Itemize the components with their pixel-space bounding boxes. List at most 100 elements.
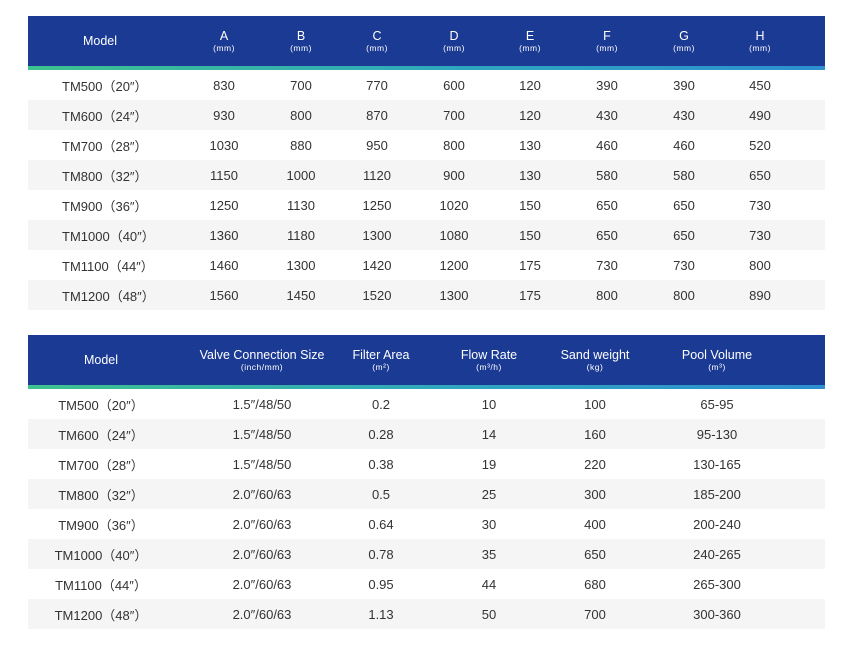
- value-cell: 1180: [287, 227, 315, 243]
- value-cell: 44: [481, 576, 497, 592]
- column-header-unit: (mm): [596, 42, 618, 53]
- column-header-label: A: [219, 28, 229, 43]
- value-cell: 1200: [439, 257, 469, 273]
- value-cell: 930: [213, 107, 235, 123]
- model-cell: TM1100（44″）: [55, 577, 147, 593]
- value-cell: 950: [366, 137, 388, 153]
- table-row: TM700（28″） 1.5″/48/50 0.38 19 220 130-165: [28, 449, 825, 479]
- column-header-unit: (kg): [586, 361, 604, 372]
- value-cell: 1.13: [368, 606, 394, 622]
- value-cell: 880: [290, 137, 312, 153]
- column-header: E (mm): [492, 16, 568, 66]
- value-cell: 1250: [209, 197, 239, 213]
- value-cell: 0.2: [371, 396, 391, 412]
- column-header-label: Model: [82, 33, 118, 48]
- value-cell: 1000: [286, 167, 316, 183]
- model-cell: TM1200（48″）: [54, 607, 148, 623]
- column-header: Flow Rate (m³/h): [414, 335, 564, 385]
- value-cell: 730: [673, 257, 695, 273]
- value-cell: 800: [596, 287, 618, 303]
- value-cell: 0.28: [368, 426, 394, 442]
- value-cell: 650: [596, 227, 618, 243]
- model-cell: TM900（36″）: [58, 517, 144, 533]
- value-cell: 1.5″/48/50: [232, 396, 292, 412]
- column-header-label: Filter Area: [352, 347, 410, 362]
- model-cell: TM500（20″）: [62, 78, 148, 94]
- value-cell: 1030: [209, 137, 239, 153]
- header-accent-stripe: [28, 66, 825, 70]
- column-header-label: F: [603, 28, 611, 43]
- value-cell: 175: [519, 257, 541, 273]
- table-row: TM900（36″） 1250 1130 1250 1020 150 650 650 730: [28, 190, 825, 220]
- value-cell: 650: [749, 167, 771, 183]
- header-accent-stripe: [28, 385, 825, 389]
- column-header: Model: [62, 16, 138, 66]
- value-cell: 580: [673, 167, 695, 183]
- table-row: TM1000（40″） 2.0″/60/63 0.78 35 650 240-265: [28, 539, 825, 569]
- table-row: TM700（28″） 1030 880 950 800 130 460 460 520: [28, 130, 825, 160]
- value-cell: 100: [584, 396, 606, 412]
- value-cell: 680: [584, 576, 606, 592]
- table-row: TM1100（44″） 2.0″/60/63 0.95 44 680 265-300: [28, 569, 825, 599]
- performance-table: Model Valve Connection Size (inch/mm) Filte…: [28, 335, 825, 629]
- column-header-unit: (mm): [519, 42, 541, 53]
- table-row: TM1100（44″） 1460 1300 1420 1200 175 730 730 800: [28, 250, 825, 280]
- value-cell: 830: [213, 77, 235, 93]
- value-cell: 1300: [286, 257, 316, 273]
- value-cell: 30: [481, 516, 497, 532]
- value-cell: 460: [596, 137, 618, 153]
- table-row: TM500（20″） 1.5″/48/50 0.2 10 100 65-95: [28, 389, 825, 419]
- value-cell: 50: [481, 606, 497, 622]
- value-cell: 1300: [362, 227, 392, 243]
- value-cell: 890: [749, 287, 771, 303]
- dimensions-table: Model A (mm) B (mm) C (mm) D (mm) E (mm) F (mm) G (mm)…: [28, 16, 825, 310]
- column-header-unit: (mm): [443, 42, 465, 53]
- value-cell: 430: [673, 107, 695, 123]
- model-cell: TM500（20″）: [58, 397, 144, 413]
- column-header-label: E: [525, 28, 535, 43]
- column-header: Sand weight (kg): [520, 335, 670, 385]
- value-cell: 800: [749, 257, 771, 273]
- column-header-unit: (m³/h): [476, 361, 502, 372]
- value-cell: 430: [596, 107, 618, 123]
- column-header: H (mm): [722, 16, 798, 66]
- value-cell: 1020: [439, 197, 469, 213]
- value-cell: 390: [596, 77, 618, 93]
- value-cell: 700: [584, 606, 606, 622]
- column-header-unit: (mm): [290, 42, 312, 53]
- column-header-unit: (mm): [749, 42, 771, 53]
- column-header: C (mm): [339, 16, 415, 66]
- value-cell: 800: [673, 287, 695, 303]
- value-cell: 160: [584, 426, 606, 442]
- value-cell: 1150: [210, 167, 238, 183]
- column-header-label: G: [679, 28, 689, 43]
- column-header-label: Model: [83, 352, 119, 367]
- value-cell: 175: [519, 287, 541, 303]
- value-cell: 300-360: [693, 606, 741, 622]
- table-row: TM600（24″） 1.5″/48/50 0.28 14 160 95-130: [28, 419, 825, 449]
- model-cell: TM1000（40″）: [54, 547, 148, 563]
- column-header: Valve Connection Size (inch/mm): [187, 335, 337, 385]
- value-cell: 800: [443, 137, 465, 153]
- value-cell: 2.0″/60/63: [232, 516, 292, 532]
- table-row: TM600（24″） 930 800 870 700 120 430 430 490: [28, 100, 825, 130]
- model-cell: TM700（28″）: [62, 138, 148, 154]
- column-header-label: Sand weight: [560, 347, 630, 362]
- value-cell: 0.64: [368, 516, 394, 532]
- value-cell: 730: [749, 227, 771, 243]
- value-cell: 19: [481, 456, 497, 472]
- column-header: A (mm): [186, 16, 262, 66]
- value-cell: 520: [749, 137, 771, 153]
- value-cell: 150: [519, 197, 541, 213]
- value-cell: 1460: [209, 257, 239, 273]
- column-header-unit: (mm): [673, 42, 695, 53]
- value-cell: 390: [673, 77, 695, 93]
- model-cell: TM1100（44″）: [62, 258, 154, 274]
- dimensions-table-body: TM500（20″） 830 700 770 600 120 390 390 450 TM600（…: [28, 70, 825, 310]
- value-cell: 130: [519, 167, 541, 183]
- value-cell: 10: [481, 396, 497, 412]
- column-header-unit: (mm): [213, 42, 235, 53]
- column-header: D (mm): [416, 16, 492, 66]
- model-cell: TM800（32″）: [58, 487, 144, 503]
- value-cell: 185-200: [693, 486, 741, 502]
